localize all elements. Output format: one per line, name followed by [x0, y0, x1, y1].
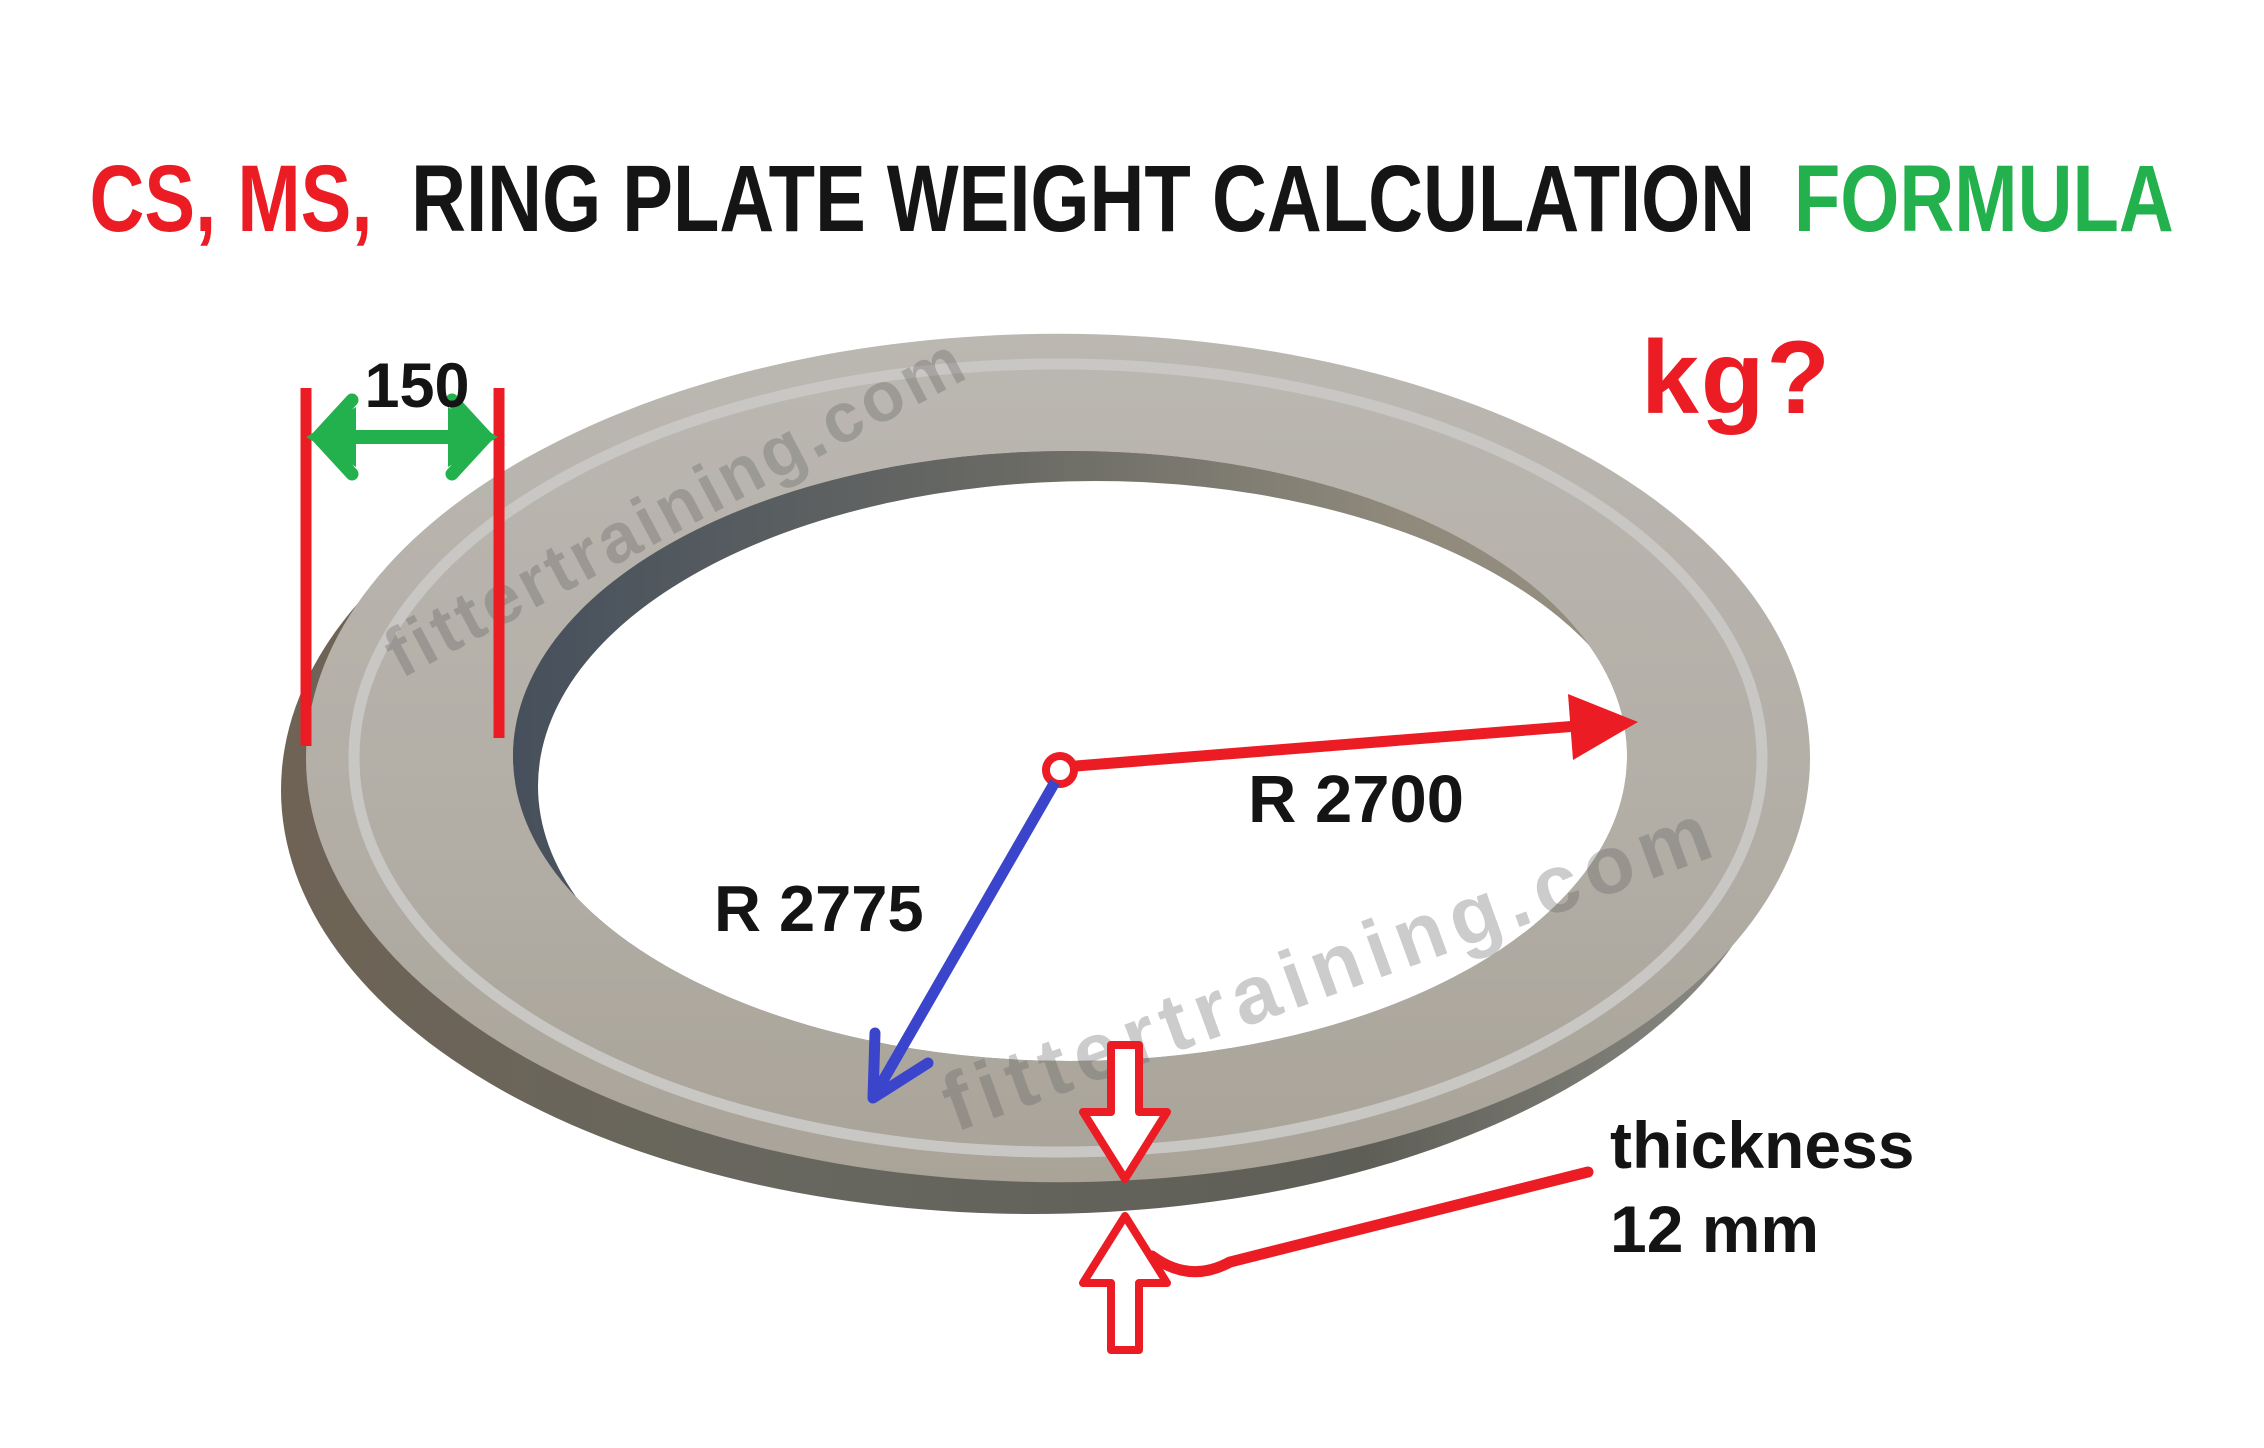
title-segment-main: RING PLATE WEIGHT CALCULATION	[411, 146, 1756, 252]
radius-2700-arrow	[1075, 694, 1638, 772]
radius-2700-label: R 2700	[1248, 762, 1465, 837]
weight-question-label: kg?	[1641, 320, 1832, 436]
title-segment-formula: FORMULA	[1794, 146, 2175, 252]
center-point-circle	[1042, 752, 1078, 788]
thickness-value-label: 12 mm	[1610, 1192, 1820, 1266]
title-segment-materials: CS, MS,	[89, 146, 373, 252]
ring-hole	[538, 481, 1627, 1061]
width-dimension-label: 150	[364, 351, 470, 421]
thickness-label: thickness	[1610, 1108, 1915, 1182]
thickness-arrow-up	[1079, 1212, 1171, 1354]
watermark-lower-right: fittertraining.com	[930, 783, 1731, 1150]
radius-2775-label: R 2775	[714, 872, 924, 945]
thickness-leader-line	[1146, 1166, 1594, 1278]
page-title: CS, MS, RING PLATE WEIGHT CALCULATION FO…	[0, 152, 2264, 247]
